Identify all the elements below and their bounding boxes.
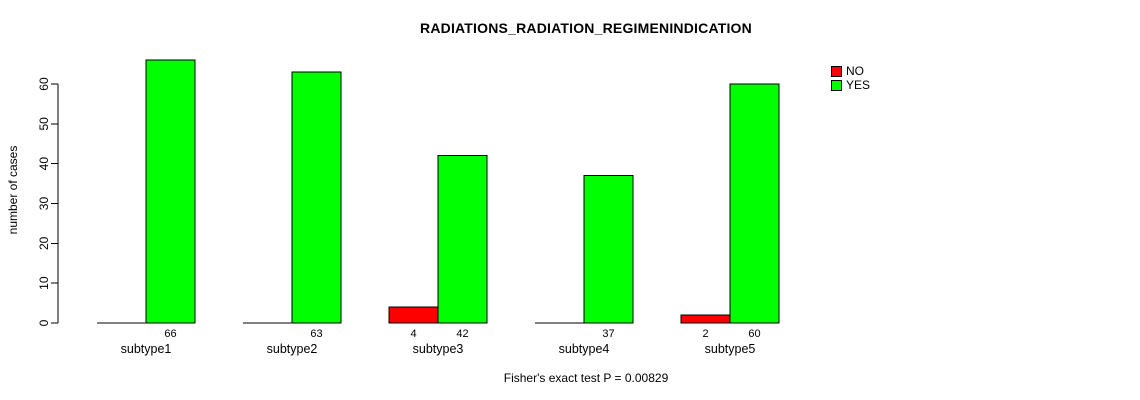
bar-value-label-subtype1-yes: 66 bbox=[164, 328, 176, 340]
legend-swatch-no-icon bbox=[831, 65, 842, 77]
bar-value-label-subtype5-no: 2 bbox=[702, 328, 708, 340]
chart-title: RADIATIONS_RADIATION_REGIMENINDICATION bbox=[420, 20, 752, 36]
bar-value-label-subtype4-yes: 37 bbox=[602, 328, 614, 340]
x-category-label-subtype1: subtype1 bbox=[121, 342, 172, 356]
bar-subtype1-yes bbox=[145, 59, 196, 324]
legend-label-yes: YES bbox=[846, 78, 871, 92]
bar-value-label-subtype3-yes: 42 bbox=[456, 328, 468, 340]
y-tick-label: 40 bbox=[37, 157, 51, 171]
bar-subtype4-yes bbox=[583, 175, 634, 324]
y-tick-label: 60 bbox=[37, 77, 51, 91]
statistical-test-annotation: Fisher's exact test P = 0.00829 bbox=[503, 371, 669, 385]
legend-item-yes: YES bbox=[831, 78, 870, 92]
legend: NO YES bbox=[831, 64, 870, 92]
legend-swatch-yes-icon bbox=[831, 79, 842, 91]
legend-label-no: NO bbox=[846, 64, 864, 78]
x-category-label-subtype2: subtype2 bbox=[267, 342, 318, 356]
bar-subtype3-no bbox=[388, 306, 439, 324]
bar-value-label-subtype5-yes: 60 bbox=[748, 328, 760, 340]
bar-subtype2-yes bbox=[291, 71, 342, 324]
x-category-label-subtype4: subtype4 bbox=[559, 342, 610, 356]
bar-subtype5-yes bbox=[729, 83, 780, 324]
bar-value-label-subtype3-no: 4 bbox=[410, 328, 416, 340]
bar-value-label-subtype2-yes: 63 bbox=[310, 328, 322, 340]
bar-subtype3-yes bbox=[437, 155, 488, 324]
legend-item-no: NO bbox=[831, 64, 870, 78]
y-tick-label: 30 bbox=[37, 197, 51, 211]
y-tick-label: 10 bbox=[37, 276, 51, 290]
y-tick-label: 50 bbox=[37, 117, 51, 131]
x-category-label-subtype3: subtype3 bbox=[413, 342, 464, 356]
x-category-label-subtype5: subtype5 bbox=[705, 342, 756, 356]
y-tick-label: 20 bbox=[37, 236, 51, 250]
y-tick-label: 0 bbox=[37, 319, 51, 326]
bar-subtype5-no bbox=[680, 314, 731, 324]
